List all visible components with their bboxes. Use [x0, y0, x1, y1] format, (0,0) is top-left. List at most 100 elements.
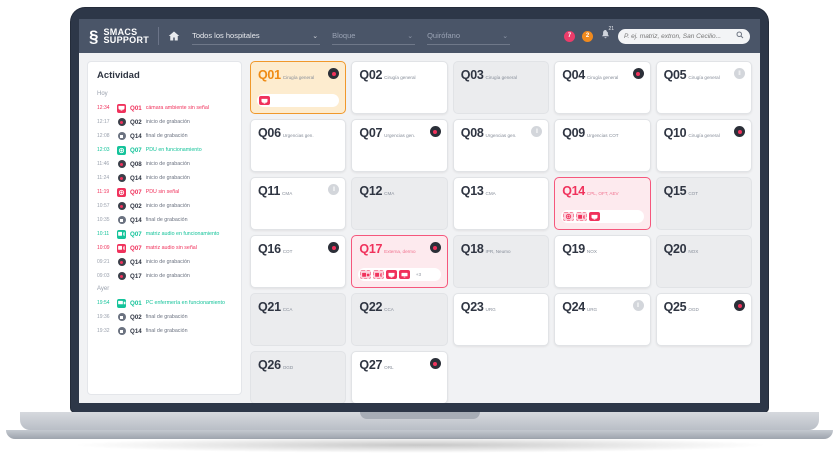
room-card[interactable]: Q27 ORL: [351, 351, 448, 403]
room-card[interactable]: Q04 Cirugía general: [554, 61, 651, 114]
room-card[interactable]: Q01 Cirugía general: [250, 61, 347, 114]
activity-item[interactable]: 11:19 Q07 PDU sin señal: [88, 185, 241, 199]
room-card[interactable]: Q08 Urgencias gen.: [452, 119, 550, 172]
room-specialty: CCA: [384, 307, 394, 312]
record-icon: [117, 258, 126, 267]
activity-item-description: inicio de grabación: [145, 273, 190, 279]
app-topbar: § SMACS SUPPORT Todos los hospitales ⌄ B…: [79, 19, 760, 53]
home-icon[interactable]: [168, 30, 180, 42]
recording-badge[interactable]: [632, 68, 644, 79]
paused-badge[interactable]: [531, 126, 543, 137]
room-card[interactable]: Q21 CCA: [250, 293, 347, 346]
activity-item-room: Q02: [130, 118, 142, 126]
recording-badge[interactable]: [734, 300, 745, 311]
more-devices-badge[interactable]: +3: [415, 272, 422, 277]
activity-item[interactable]: 11:24 Q14 inicio de grabación: [88, 171, 241, 185]
activity-item[interactable]: 09:21 Q14 inicio de grabación: [88, 255, 241, 269]
room-card[interactable]: Q22 CCA: [351, 293, 448, 346]
paused-badge[interactable]: [734, 68, 745, 79]
room-card[interactable]: Q24 URG: [554, 293, 651, 346]
hospital-select-value: Todos los hospitales: [192, 31, 260, 40]
paused-badge[interactable]: [328, 184, 340, 195]
room-card-header: Q06 Urgencias gen.: [258, 126, 338, 140]
room-card[interactable]: Q14 CPL, OFT, AEV: [554, 177, 651, 230]
room-specialty: COT: [282, 249, 293, 254]
matrix-audio-icon[interactable]: [576, 212, 588, 221]
room-card[interactable]: Q16 COT: [250, 235, 347, 288]
room-card[interactable]: Q15 COT: [655, 177, 752, 230]
activity-item-time: 19:54: [97, 300, 110, 306]
room-card[interactable]: Q02 Cirugía general: [351, 61, 448, 114]
room-card[interactable]: Q07 Urgencias gen.: [351, 119, 448, 172]
room-card[interactable]: Q20 NOX: [655, 235, 752, 288]
room-card[interactable]: Q05 Cirugía general: [655, 61, 752, 114]
room-card[interactable]: Q17 Externa, dermo +3: [351, 235, 448, 288]
activity-item-time: 12:17: [97, 119, 110, 125]
search-icon[interactable]: [736, 31, 744, 41]
search-box[interactable]: [618, 28, 750, 44]
room-id: Q23: [460, 300, 484, 314]
recording-badge[interactable]: [328, 68, 340, 79]
activity-item[interactable]: 19:32 Q14 final de grabación: [88, 324, 241, 338]
recording-badge[interactable]: [429, 242, 441, 253]
room-specialty: Urgencias gen.: [282, 133, 314, 138]
activity-item[interactable]: 19:36 Q02 final de grabación: [88, 310, 241, 324]
matrix-video-icon[interactable]: [360, 270, 372, 279]
paused-badge[interactable]: [632, 300, 644, 311]
hospital-select[interactable]: Todos los hospitales ⌄: [192, 28, 321, 45]
activity-item[interactable]: 10:09 Q07 matriz audio sin señal: [88, 241, 241, 255]
brand-logo[interactable]: § SMACS SUPPORT: [89, 27, 149, 44]
block-select[interactable]: Bloque ⌄: [332, 28, 416, 45]
activity-item[interactable]: 19:54 Q01 PC enfermería en funcionamiento: [88, 296, 241, 310]
room-card[interactable]: Q10 Cirugía general: [655, 119, 752, 172]
camera-icon[interactable]: [589, 212, 601, 221]
laptop-base: [20, 412, 819, 430]
recording-badge[interactable]: [734, 126, 745, 137]
activity-item[interactable]: 11:46 Q08 inicio de grabación: [88, 157, 241, 171]
activity-item[interactable]: 12:34 Q01 cámara ambiente sin señal: [88, 101, 241, 115]
search-input[interactable]: [624, 32, 732, 40]
room-id: Q08: [460, 126, 484, 140]
room-card[interactable]: Q12 CMA: [351, 177, 448, 230]
activity-item[interactable]: 10:57 Q02 inicio de grabación: [88, 199, 241, 213]
recording-badge[interactable]: [328, 242, 340, 253]
room-id: Q24: [562, 300, 585, 314]
block-select-value: Bloque: [332, 31, 356, 40]
camera-icon[interactable]: [259, 96, 270, 105]
matrix-audio-icon[interactable]: [373, 270, 385, 279]
activity-item-room: Q17: [130, 272, 142, 280]
camera-icon[interactable]: [386, 270, 398, 279]
pdu-icon[interactable]: [563, 212, 575, 221]
room-card[interactable]: Q13 CMA: [452, 177, 550, 230]
room-id: Q02: [359, 68, 383, 82]
recording-badge[interactable]: [429, 126, 441, 137]
notifications-bell-icon[interactable]: 21: [600, 25, 616, 43]
pdu-icon: [117, 187, 126, 197]
room-card[interactable]: Q26 OGD: [250, 351, 347, 403]
room-card[interactable]: Q25 OGD: [655, 293, 752, 346]
room-card[interactable]: Q06 Urgencias gen.: [250, 119, 347, 172]
quirofano-select[interactable]: Quirófano ⌄: [427, 28, 511, 45]
room-card[interactable]: Q23 URG: [452, 293, 550, 346]
alert-count-badge[interactable]: 7: [564, 30, 575, 42]
room-id: Q13: [460, 184, 484, 198]
room-card-header: Q27 ORL: [359, 358, 439, 372]
monitor-icon[interactable]: [399, 270, 411, 279]
room-card[interactable]: Q11 CMA: [250, 177, 347, 230]
room-card[interactable]: Q18 IPR, Neumo: [452, 235, 550, 288]
recording-badge[interactable]: [429, 358, 441, 369]
room-id: Q27: [359, 358, 383, 372]
activity-item[interactable]: 12:17 Q02 inicio de grabación: [88, 115, 241, 129]
room-card[interactable]: Q09 Urgencias COT: [554, 119, 651, 172]
room-card[interactable]: Q03 Cirugía general: [452, 61, 550, 114]
activity-item[interactable]: 09:03 Q17 inicio de grabación: [88, 269, 241, 283]
warning-count-badge[interactable]: 2: [582, 30, 593, 42]
activity-item-time: 19:32: [97, 328, 110, 334]
activity-item-description: cámara ambiente sin señal: [145, 105, 210, 111]
room-card[interactable]: Q19 NOX: [554, 235, 651, 288]
room-id: Q09: [562, 126, 585, 140]
activity-item[interactable]: 12:03 Q07 PDU en funcionamiento: [88, 143, 241, 157]
activity-item[interactable]: 10:35 Q14 final de grabación: [88, 213, 241, 227]
activity-item[interactable]: 10:11 Q07 matriz audio en funcionamiento: [88, 227, 241, 241]
activity-item[interactable]: 12:08 Q14 final de grabación: [88, 129, 241, 143]
